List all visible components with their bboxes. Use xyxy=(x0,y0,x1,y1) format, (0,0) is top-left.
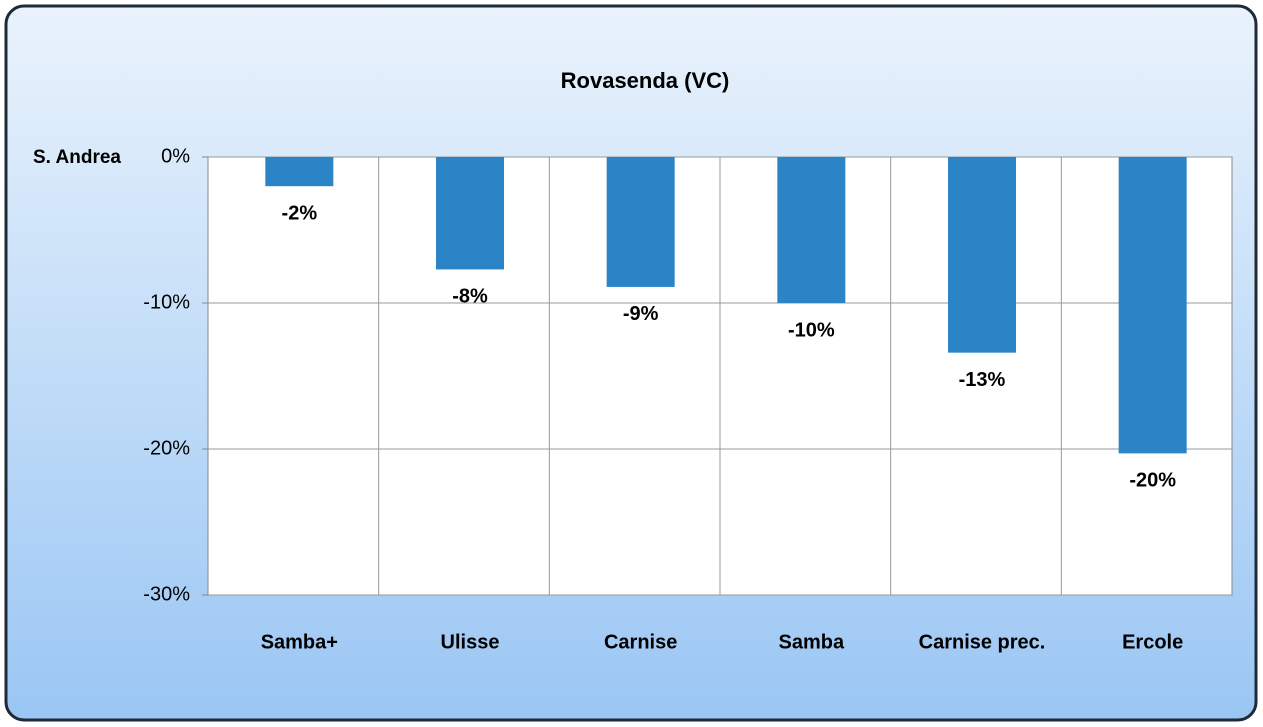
data-label: -8% xyxy=(452,286,488,308)
data-label: -10% xyxy=(788,319,835,341)
y-tick-label: -20% xyxy=(143,437,190,459)
bar xyxy=(948,157,1016,353)
chart-title: Rovasenda (VC) xyxy=(561,68,730,93)
x-tick-label: Carnise prec. xyxy=(919,631,1046,653)
data-label: -13% xyxy=(959,369,1006,391)
bar xyxy=(777,157,846,303)
data-label: -20% xyxy=(1129,470,1176,492)
data-label: -2% xyxy=(282,202,318,224)
x-tick-label: Samba+ xyxy=(261,631,338,653)
y-tick-label: 0% xyxy=(161,145,190,167)
bar xyxy=(606,157,675,287)
data-label: -9% xyxy=(623,303,659,325)
bar xyxy=(436,157,504,270)
x-tick-label: Ulisse xyxy=(441,631,500,653)
x-tick-label: Carnise xyxy=(604,631,677,653)
annotation: S. Andrea xyxy=(33,147,121,168)
bar xyxy=(1118,157,1187,454)
x-tick-label: Samba xyxy=(779,631,845,653)
bar xyxy=(265,157,334,187)
y-tick-label: -30% xyxy=(143,583,190,605)
x-tick-label: Ercole xyxy=(1122,631,1183,653)
y-tick-label: -10% xyxy=(143,291,190,313)
